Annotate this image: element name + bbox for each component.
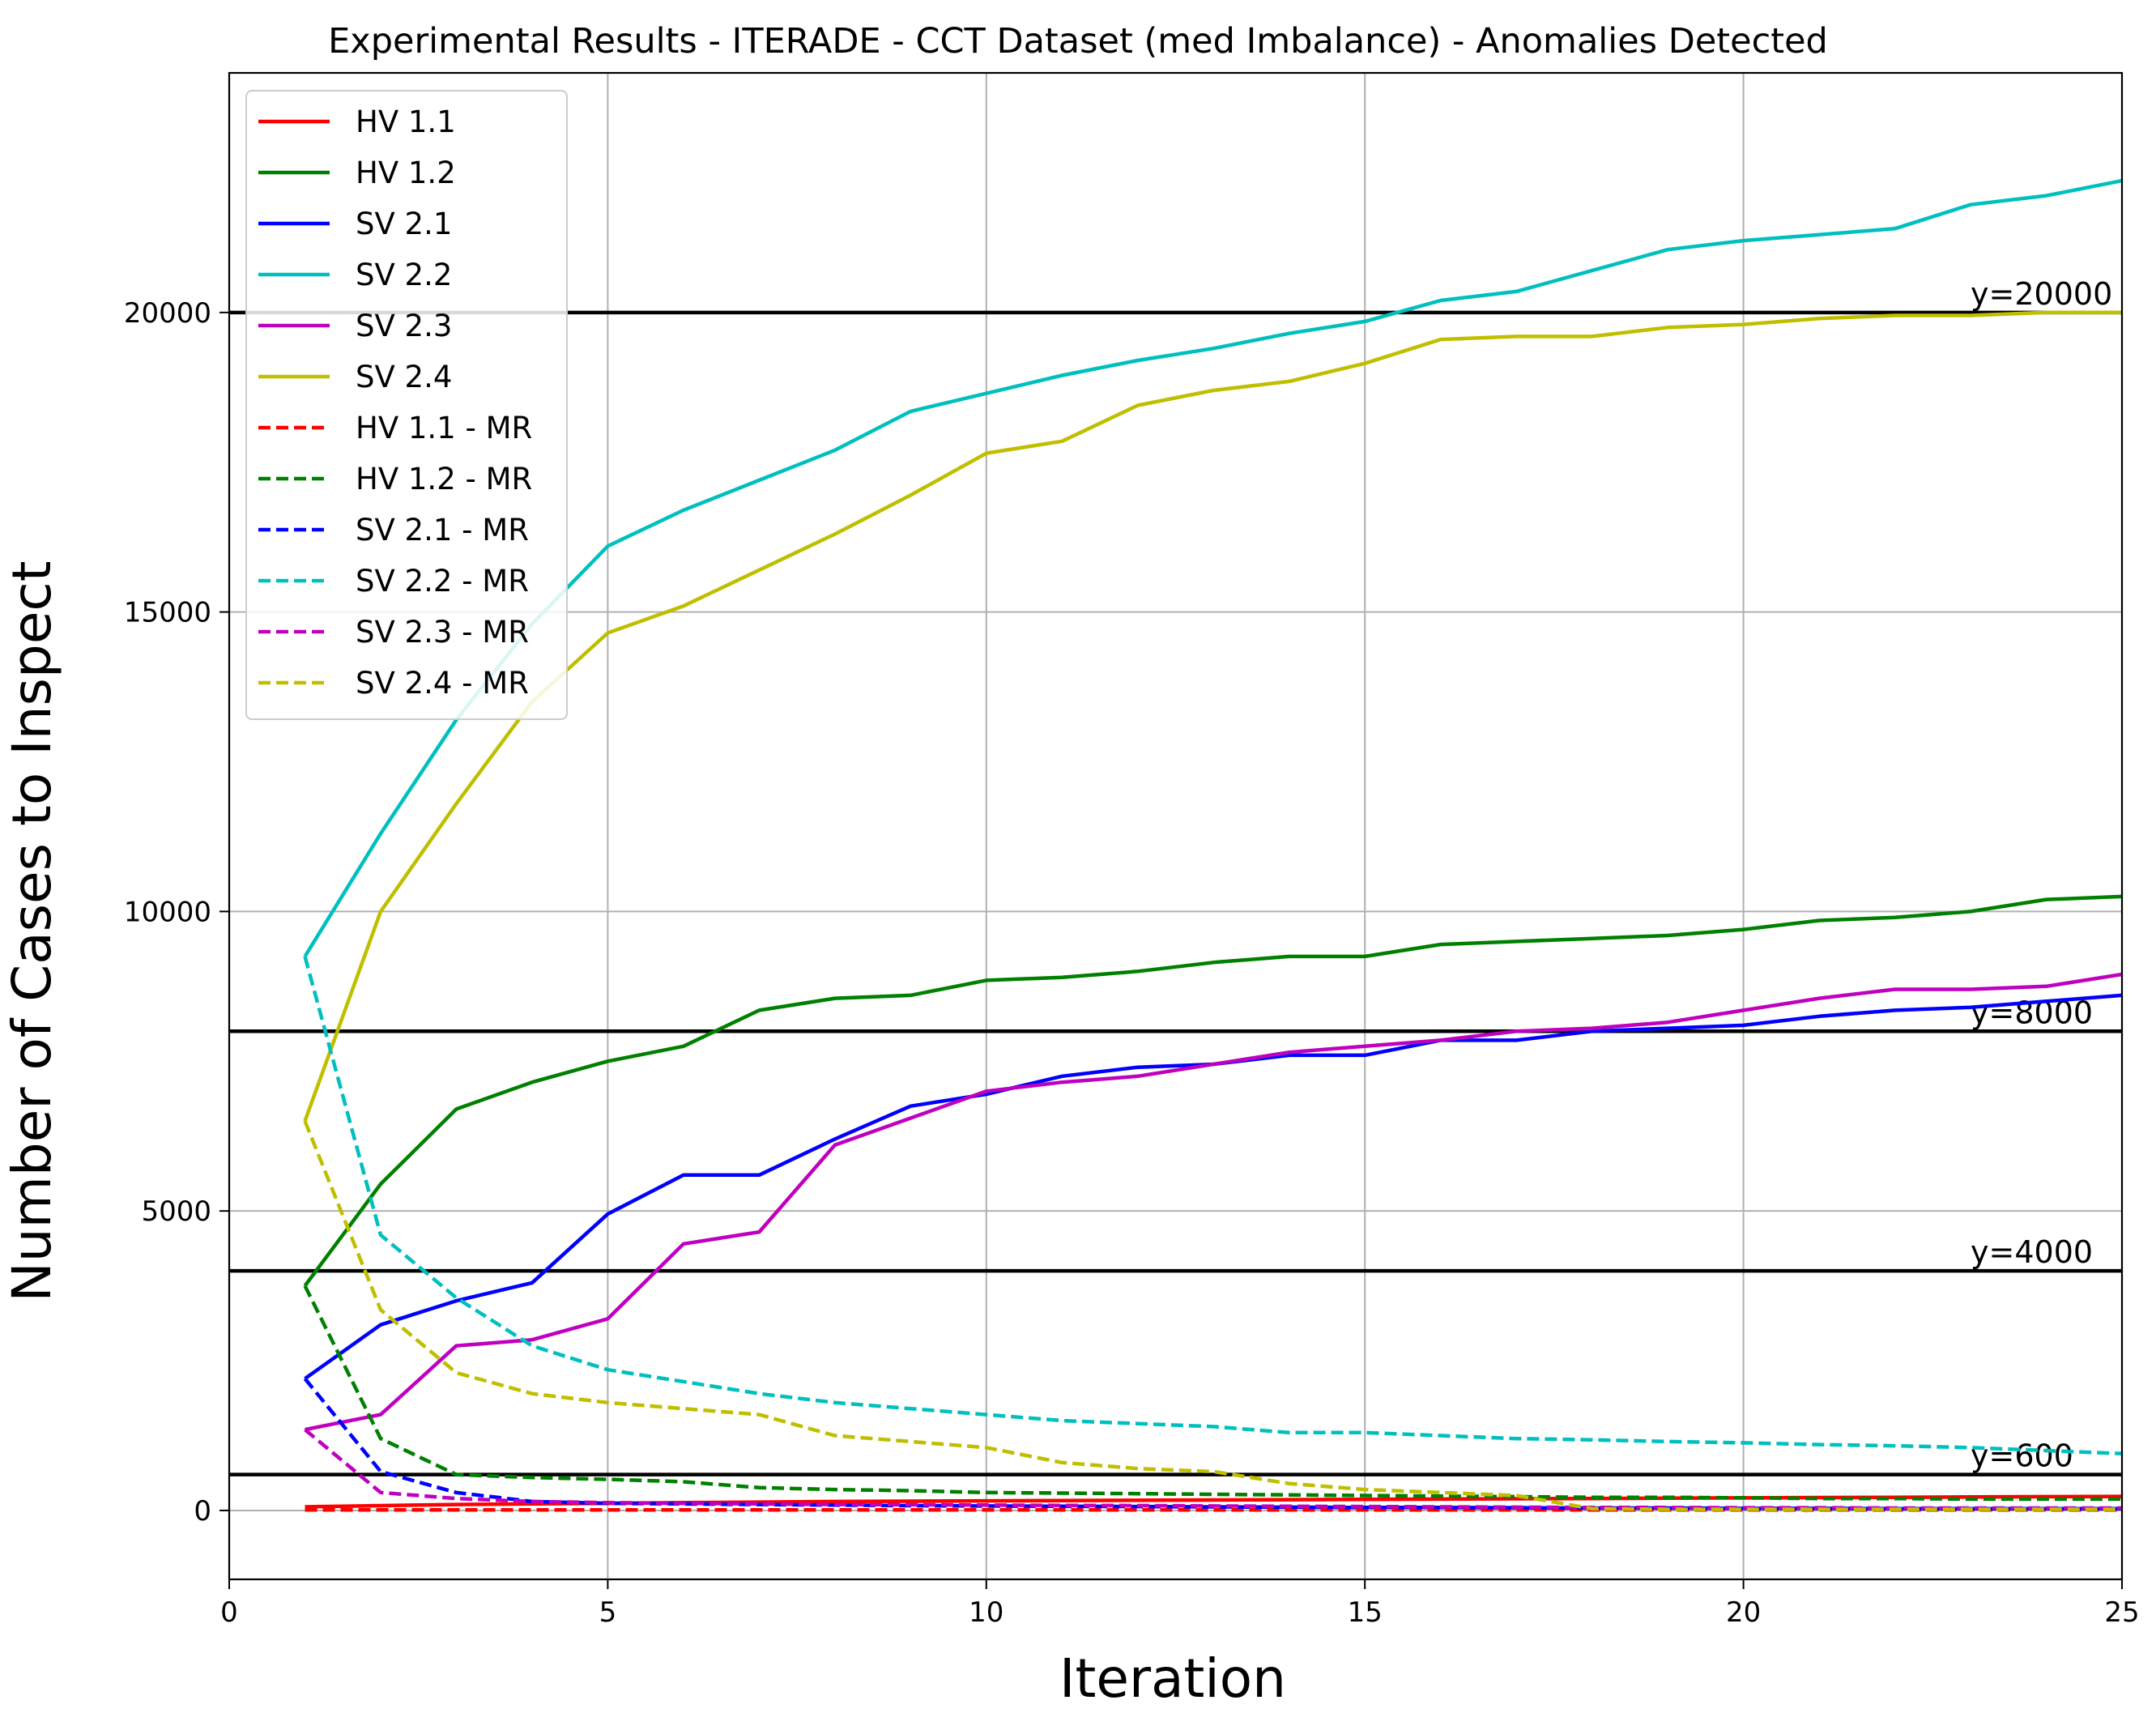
- reference-line-label: y=600: [1971, 1438, 2073, 1474]
- legend-label: SV 2.2 - MR: [356, 564, 529, 599]
- reference-line-label: y=4000: [1971, 1234, 2093, 1270]
- y-tick-label: 5000: [141, 1195, 211, 1228]
- series-line-4: [303, 178, 2123, 958]
- y-tick-label: 20000: [124, 297, 211, 330]
- series-line-6: [303, 310, 2122, 1122]
- y-tick-label: 15000: [124, 597, 211, 629]
- y-tick-label: 10000: [124, 896, 211, 928]
- series-lines: [303, 178, 2123, 1512]
- plot-frame: [228, 71, 2124, 1581]
- legend-label: HV 1.1 - MR: [356, 411, 532, 445]
- series-line-2: [303, 894, 2123, 1287]
- series-line-10: [303, 956, 2123, 1455]
- legend-label: HV 1.2: [356, 156, 456, 190]
- legend-label: SV 2.4: [356, 360, 452, 394]
- legend-label: SV 2.4 - MR: [356, 666, 529, 701]
- y-axis-label: Number of Cases to Inspect: [1, 560, 63, 1302]
- x-tick-label: 0: [220, 1596, 238, 1629]
- legend-label: HV 1.1: [356, 104, 456, 139]
- series-line-12: [303, 1120, 2122, 1511]
- chart-title: Experimental Results - ITERADE - CCT Dat…: [328, 21, 1828, 62]
- series-line-5: [305, 972, 2123, 1432]
- x-tick-label: 5: [599, 1596, 617, 1629]
- legend-box: [245, 90, 568, 720]
- legend-label: SV 2.1: [356, 207, 452, 241]
- legend-label: SV 2.1 - MR: [356, 513, 529, 548]
- axis-ticks: 0 5 10 15 20 25 0 5000 10000 15000 20000: [124, 297, 2140, 1629]
- legend-label: SV 2.3: [356, 309, 452, 343]
- legend-label: HV 1.2 - MR: [356, 462, 532, 496]
- legend-label: SV 2.2: [356, 258, 452, 292]
- legend-label: SV 2.3 - MR: [356, 615, 529, 650]
- x-tick-label: 20: [1726, 1596, 1761, 1629]
- y-tick-label: 0: [194, 1495, 211, 1528]
- x-tick-label: 10: [969, 1596, 1003, 1629]
- x-tick-label: 25: [2104, 1596, 2139, 1629]
- reference-line-label: y=20000: [1971, 276, 2112, 312]
- x-tick-label: 15: [1348, 1596, 1383, 1629]
- legend: HV 1.1 HV 1.2 SV 2.1 SV 2.2 SV 2.3 SV 2.4 HV 1…: [245, 90, 568, 720]
- x-axis-label: Iteration: [1059, 1647, 1286, 1710]
